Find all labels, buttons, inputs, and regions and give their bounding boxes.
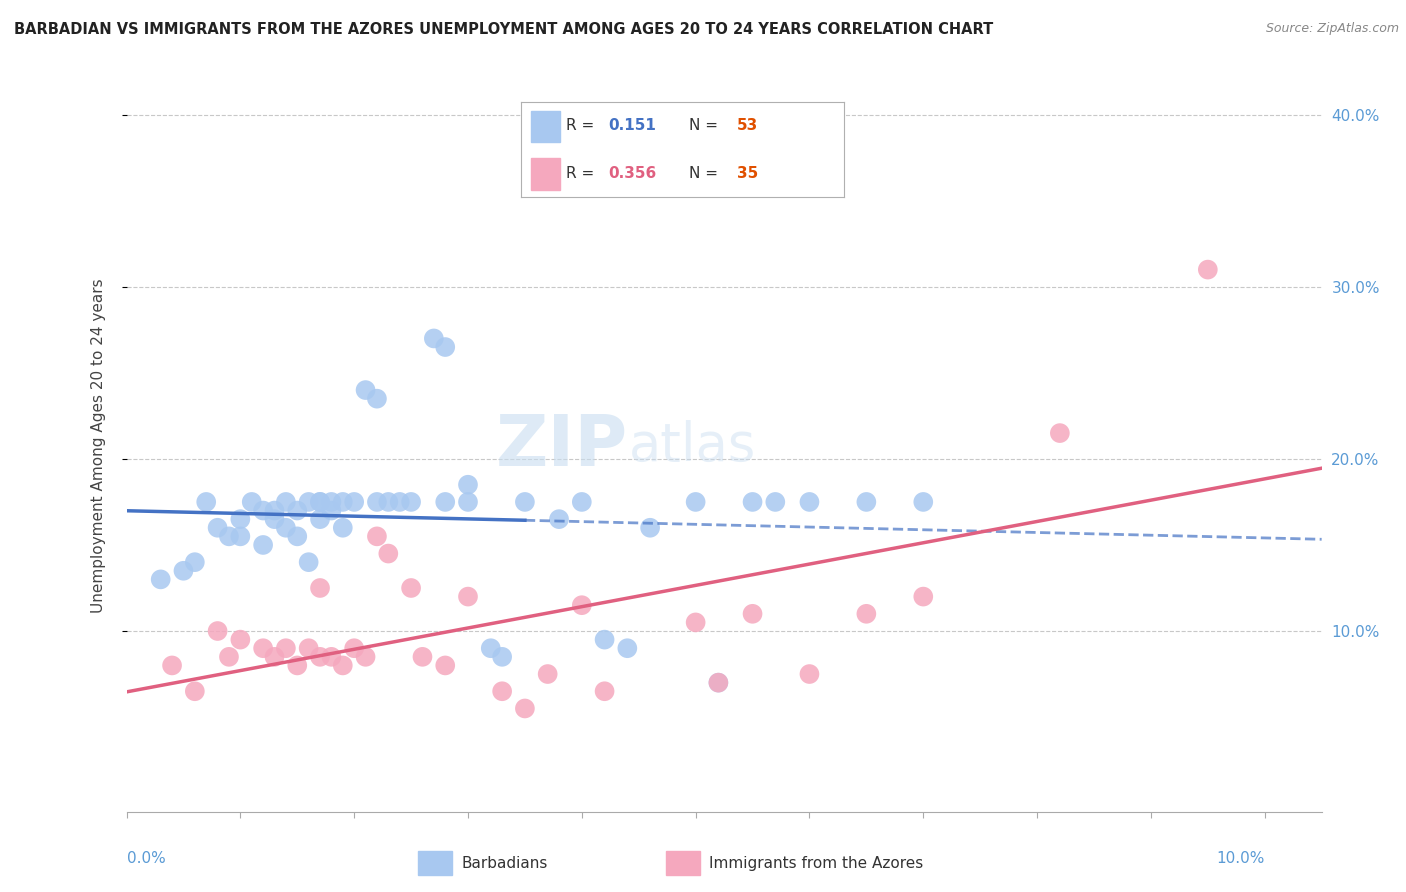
Point: [274, 495, 297, 509]
Point: [332, 658, 354, 673]
Point: [207, 624, 229, 638]
Point: [218, 529, 240, 543]
Point: [184, 684, 207, 698]
Point: [309, 649, 332, 664]
Point: [366, 495, 388, 509]
Point: [184, 555, 207, 569]
Point: [434, 495, 457, 509]
Point: [571, 598, 593, 612]
Point: [285, 658, 308, 673]
Point: [321, 649, 343, 664]
Point: [912, 590, 935, 604]
Text: 10.0%: 10.0%: [1216, 851, 1265, 865]
Point: [149, 573, 172, 587]
Point: [274, 521, 297, 535]
Point: [366, 529, 388, 543]
Point: [707, 675, 730, 690]
Point: [195, 495, 218, 509]
Text: Immigrants from the Azores: Immigrants from the Azores: [709, 855, 924, 871]
Point: [479, 641, 502, 656]
Point: [218, 649, 240, 664]
Point: [491, 684, 513, 698]
Point: [423, 331, 446, 345]
Point: [799, 495, 821, 509]
Point: [366, 392, 388, 406]
Text: atlas: atlas: [628, 420, 756, 472]
Point: [252, 538, 274, 552]
Point: [388, 495, 411, 509]
Point: [354, 383, 377, 397]
Point: [593, 684, 616, 698]
Point: [434, 340, 457, 354]
Point: [537, 667, 560, 681]
Y-axis label: Unemployment Among Ages 20 to 24 years: Unemployment Among Ages 20 to 24 years: [91, 278, 105, 614]
Point: [332, 521, 354, 535]
Point: [321, 503, 343, 517]
Point: [240, 495, 263, 509]
Point: [707, 675, 730, 690]
Point: [377, 495, 399, 509]
Point: [377, 547, 399, 561]
Text: 0.0%: 0.0%: [127, 851, 166, 865]
Point: [263, 649, 285, 664]
Point: [309, 581, 332, 595]
Point: [160, 658, 183, 673]
Point: [434, 658, 457, 673]
Point: [252, 641, 274, 656]
Point: [548, 512, 571, 526]
Bar: [666, 851, 700, 875]
Point: [263, 503, 285, 517]
Point: [207, 521, 229, 535]
Text: ZIP: ZIP: [496, 411, 628, 481]
Point: [274, 641, 297, 656]
Point: [354, 649, 377, 664]
Point: [855, 495, 877, 509]
Point: [741, 607, 763, 621]
Point: [685, 495, 707, 509]
Point: [298, 555, 321, 569]
Point: [172, 564, 194, 578]
Point: [229, 632, 252, 647]
Point: [616, 641, 638, 656]
Point: [571, 495, 593, 509]
Point: [457, 590, 479, 604]
Point: [457, 477, 479, 491]
Point: [1049, 426, 1071, 441]
Point: [298, 641, 321, 656]
Bar: [419, 851, 453, 875]
Point: [263, 512, 285, 526]
Point: [332, 495, 354, 509]
Point: [229, 512, 252, 526]
Point: [855, 607, 877, 621]
Point: [593, 632, 616, 647]
Point: [309, 495, 332, 509]
Text: Source: ZipAtlas.com: Source: ZipAtlas.com: [1265, 22, 1399, 36]
Point: [298, 495, 321, 509]
Text: Barbadians: Barbadians: [461, 855, 548, 871]
Point: [252, 503, 274, 517]
Point: [741, 495, 763, 509]
Point: [513, 495, 536, 509]
Point: [638, 521, 661, 535]
Point: [513, 701, 536, 715]
Point: [763, 495, 786, 509]
Point: [285, 529, 308, 543]
Point: [685, 615, 707, 630]
Text: BARBADIAN VS IMMIGRANTS FROM THE AZORES UNEMPLOYMENT AMONG AGES 20 TO 24 YEARS C: BARBADIAN VS IMMIGRANTS FROM THE AZORES …: [14, 22, 993, 37]
Point: [343, 641, 366, 656]
Point: [229, 529, 252, 543]
Point: [399, 495, 422, 509]
Point: [399, 581, 422, 595]
Point: [1197, 262, 1219, 277]
Point: [285, 503, 308, 517]
Point: [912, 495, 935, 509]
Point: [343, 495, 366, 509]
Point: [457, 495, 479, 509]
Point: [491, 649, 513, 664]
Point: [309, 512, 332, 526]
Point: [309, 495, 332, 509]
Point: [799, 667, 821, 681]
Point: [411, 649, 433, 664]
Point: [321, 495, 343, 509]
